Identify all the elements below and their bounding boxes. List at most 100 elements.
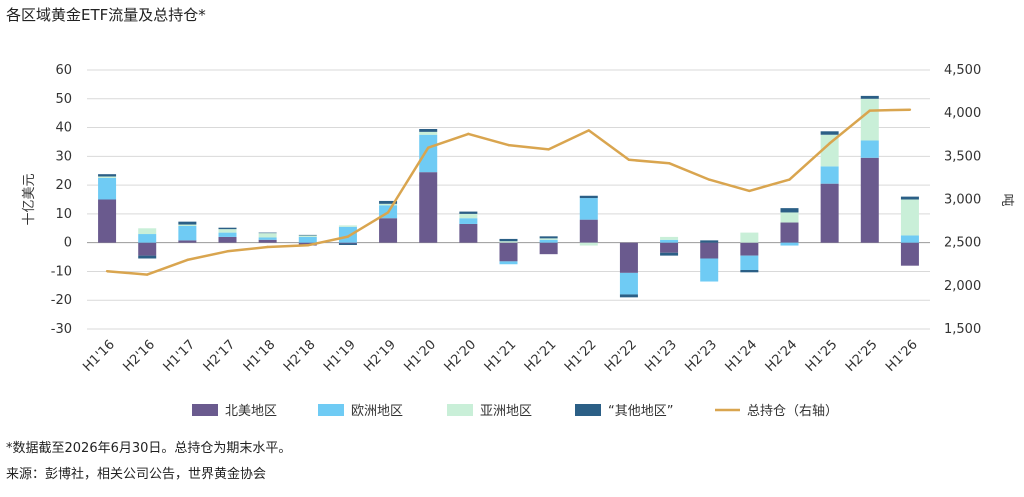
holdings-point	[386, 211, 390, 214]
holdings-point	[627, 158, 631, 161]
holdings-point	[266, 245, 269, 249]
holdings-point	[105, 269, 109, 273]
legend-swatch	[447, 404, 473, 416]
y2-tick-label: 2,500	[944, 236, 981, 251]
bar-series2-H2'21	[539, 238, 558, 240]
bar-series3-H2'23	[700, 240, 719, 243]
bar-series1-H1'19	[338, 226, 357, 243]
bar-series2-H2'16	[138, 228, 157, 235]
y2-tick-label: 4,000	[944, 106, 981, 121]
bar-series0-H1'20	[419, 172, 438, 243]
holdings-point	[146, 273, 149, 276]
bar-series0-H1'16	[98, 199, 117, 243]
bar-series0-H1'19	[338, 242, 357, 244]
bar-series0-H1'24	[740, 242, 759, 256]
holdings-point	[828, 142, 831, 145]
bar-series3-H1'25	[820, 131, 839, 135]
x-tick-label: H1'23	[642, 337, 680, 375]
bar-series3-H1'21	[499, 238, 518, 242]
bar-series3-H1'22	[579, 195, 598, 199]
bar-series0-H2'17	[218, 236, 237, 243]
x-tick-label: H1'19	[321, 337, 359, 375]
bar-series3-H2'21	[539, 236, 558, 239]
bar-series0-H1'23	[660, 242, 679, 253]
bar-series2-H1'16	[98, 176, 117, 178]
bar-series1-H2'16	[138, 234, 157, 243]
holdings-point	[186, 258, 189, 262]
x-tick-label: H2'16	[120, 337, 158, 375]
bar-series1-H2'22	[619, 272, 638, 295]
legend-label: 北美地区	[225, 404, 277, 419]
x-tick-label: H1'20	[401, 337, 439, 375]
holdings-point	[427, 146, 430, 149]
x-tick-label: H2'24	[763, 337, 801, 375]
bar-series2-H1'23	[660, 236, 679, 240]
holdings-point	[667, 162, 671, 165]
legend-swatch	[192, 404, 218, 416]
bar-series2-H1'19	[338, 225, 357, 227]
bar-series1-H1'23	[660, 239, 679, 243]
y2-tick-label: 4,500	[944, 63, 981, 78]
y-tick-label: -30	[51, 322, 72, 337]
holdings-point	[467, 132, 470, 136]
x-tick-label: H1'25	[803, 337, 841, 375]
y-tick-label: -20	[51, 293, 72, 308]
bar-series3-H2'18	[298, 234, 317, 236]
x-tick-label: H2'18	[281, 337, 319, 375]
bar-series2-H1'22	[579, 242, 598, 246]
bar-series2-H1'24	[740, 232, 759, 243]
y2-tick-label: 3,000	[944, 193, 981, 208]
bar-series1-H1'16	[98, 177, 117, 200]
bar-series2-H1'25	[820, 134, 839, 167]
holdings-point	[908, 108, 912, 111]
y-tick-label: 40	[55, 121, 72, 136]
bar-series1-H1'20	[419, 134, 438, 173]
holdings-point	[868, 109, 871, 112]
bar-series3-H2'20	[459, 211, 478, 214]
bar-series2-H2'20	[459, 213, 478, 219]
bar-series1-H2'18	[298, 236, 317, 243]
holdings-point	[748, 189, 751, 193]
holdings-point	[346, 235, 350, 238]
holdings-point	[788, 178, 791, 181]
legend-label: 欧洲地区	[351, 404, 403, 419]
x-tick-label: H1'18	[241, 337, 279, 375]
bar-series2-H2'17	[218, 229, 237, 233]
legend-swatch	[575, 404, 601, 416]
legend-label-line: 总持仓（右轴）	[747, 404, 838, 419]
footnote: *数据截至2026年6月30日。总持仓为期末水平。	[6, 441, 292, 456]
bar-series2-H1'20	[419, 131, 438, 135]
chart-title: 各区域黄金ETF流量及总持仓*	[6, 6, 206, 24]
bar-series3-H2'17	[218, 227, 237, 230]
bar-series3-H1'23	[660, 252, 679, 256]
bar-series2-H1'26	[900, 199, 919, 236]
bar-series0-H1'26	[900, 242, 919, 266]
bar-series0-H2'21	[539, 242, 558, 255]
y-tick-label: 0	[64, 236, 72, 251]
x-tick-label: H1'16	[80, 337, 118, 375]
x-tick-label: H2'19	[361, 337, 399, 375]
bar-series3-H2'24	[780, 208, 799, 213]
x-tick-label: H1'24	[723, 337, 761, 375]
bar-series1-H2'25	[860, 140, 879, 158]
bar-series0-H1'21	[499, 242, 518, 262]
x-tick-label: H2'25	[843, 337, 881, 375]
bar-series1-H1'17	[178, 225, 197, 241]
bar-series3-H1'17	[178, 221, 197, 225]
bar-series1-H1'21	[499, 261, 518, 265]
holdings-point	[226, 250, 229, 253]
x-tick-label: H1'22	[562, 337, 600, 375]
bar-series1-H2'24	[780, 242, 799, 246]
bar-series2-H2'24	[780, 212, 799, 223]
bar-series0-H2'23	[700, 242, 719, 259]
x-tick-label: H1'17	[161, 337, 199, 375]
bar-series2-H1'17	[178, 224, 197, 226]
bar-series3-H2'19	[379, 200, 398, 204]
bar-series3-H2'25	[860, 95, 879, 99]
holdings-point	[547, 148, 550, 151]
holdings-point	[708, 178, 711, 181]
y-tick-label: 10	[55, 207, 72, 222]
bar-series2-H2'25	[860, 98, 879, 141]
x-tick-label: H2'21	[522, 337, 560, 375]
y-axis-label: 十亿美元	[22, 173, 37, 225]
